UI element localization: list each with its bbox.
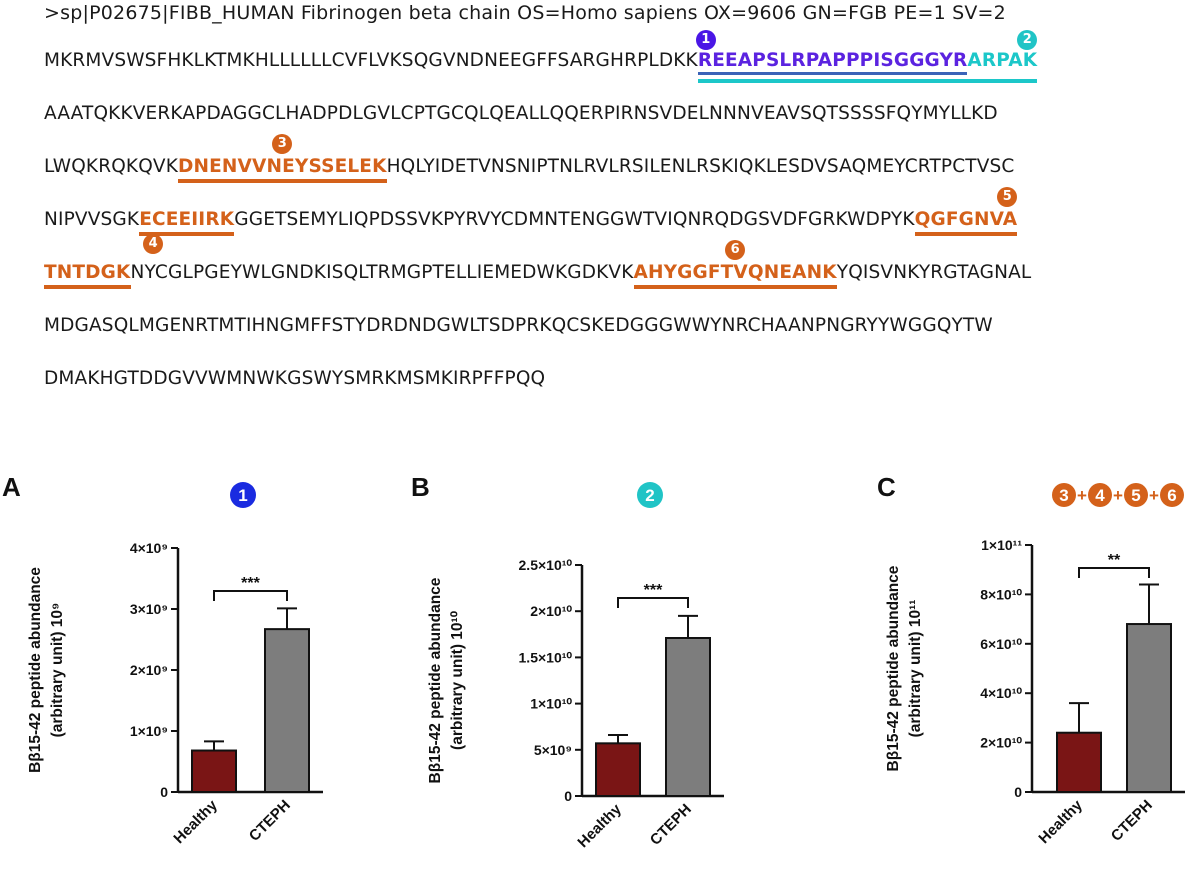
panel-c-category-label: CTEPH bbox=[1108, 797, 1156, 845]
highlighted-peptide: ARPAK bbox=[967, 50, 1038, 71]
panel-c-y-tick-label: 8×10¹⁰ bbox=[980, 586, 1022, 602]
panel-b-y-tick-label: 2×10¹⁰ bbox=[530, 603, 572, 619]
panel-b-y-tick-label: 1×10¹⁰ bbox=[530, 696, 572, 712]
sequence-text: GGETSEMYLIQPDSSVKPYRVYCDMNTENGGWTVIQNRQD… bbox=[234, 209, 915, 230]
sequence-text: NYCGLPGEYWLGNDKISQLTRMGPTELLIEMEDWKGDKVK bbox=[130, 262, 634, 283]
sequence-text: MDGASQLMGENRTMTIHNGMFFSTYDRDNDGWLTSDPRKQ… bbox=[44, 315, 993, 336]
panel-b-y-axis-label-line1: Bβ15-42 peptide abundance bbox=[427, 577, 444, 783]
sequence-text: YQISVNKYRGTAGNAL bbox=[836, 262, 1032, 283]
panel-c-letter: C bbox=[877, 472, 896, 502]
sequence-text: MKRMVSWSFHKLKTMKHLLLLLLCVFLVKSQGVNDNEEGF… bbox=[44, 50, 698, 71]
panel-c-heading-marker-5 bbox=[1124, 483, 1148, 507]
sequence-line: MDGASQLMGENRTMTIHNGMFFSTYDRDNDGWLTSDPRKQ… bbox=[44, 315, 993, 336]
panel-c-category-label: Healthy bbox=[1035, 796, 1086, 847]
panel-c-heading-marker-4 bbox=[1088, 483, 1112, 507]
panel-a-category-label: CTEPH bbox=[246, 797, 294, 845]
panel-c-bar-cteph bbox=[1126, 623, 1172, 793]
highlighted-peptide: TNTDGK bbox=[44, 262, 131, 283]
panel-c-significance-bracket bbox=[1078, 567, 1150, 578]
panel-b-significance-label: *** bbox=[644, 582, 663, 599]
peptide-underline bbox=[44, 285, 131, 289]
panel-b-y-tick-label: 0 bbox=[564, 788, 572, 804]
panel-a-heading-marker bbox=[230, 482, 256, 508]
panel-c-y-axis-label-line1: Bβ15-42 peptide abundance bbox=[885, 565, 902, 771]
sequence-line: AAATQKKVERKAPDAGGCLHADPDLGVLCPTGCQLQEALL… bbox=[44, 103, 998, 124]
panel-b-bar-cteph bbox=[665, 636, 711, 797]
sequence-line: NIPVVSGKECEEIIRKGGETSEMYLIQPDSSVKPYRVYCD… bbox=[44, 209, 1017, 230]
peptide-underline bbox=[914, 232, 1018, 236]
panel-c-y-tick-label: 4×10¹⁰ bbox=[980, 685, 1022, 701]
peptide-marker-1: 1 bbox=[695, 30, 716, 50]
sequence-text: HQLYIDETVNSNIPTNLRVLRSILENLRSKIQKLESDVSA… bbox=[386, 156, 1015, 177]
peptide-underline bbox=[697, 72, 968, 75]
highlighted-peptide: AHYGGFTVQNEANK bbox=[633, 262, 837, 283]
panel-a-y-tick-label: 2×10⁹ bbox=[130, 662, 168, 678]
panel-b-category-label: CTEPH bbox=[647, 801, 695, 849]
panel-b-category-label: Healthy bbox=[574, 800, 625, 851]
peptide-marker-5: 5 bbox=[997, 187, 1018, 207]
sequence-text: AAATQKKVERKAPDAGGCLHADPDLGVLCPTGCQLQEALL… bbox=[44, 103, 998, 124]
panel-b-bar-healthy bbox=[595, 742, 641, 797]
peptide-marker-2: 2 bbox=[1017, 30, 1038, 50]
panel-c-y-tick-label: 2×10¹⁰ bbox=[980, 735, 1022, 751]
panel-a-y-tick-label: 0 bbox=[160, 784, 168, 800]
panel-a-y-tick-label: 3×10⁹ bbox=[130, 601, 168, 617]
peptide-underline bbox=[697, 79, 1038, 83]
sequence-line: DMAKHGTDDGVVWMNWKGSWYSMRKMSMKIRPFFPQQ bbox=[44, 368, 545, 389]
sequence-header: >sp|P02675|FIBB_HUMAN Fibrinogen beta ch… bbox=[44, 2, 1006, 24]
panel-b-y-tick-label: 1.5×10¹⁰ bbox=[519, 649, 573, 665]
panel-a-y-axis-label-line1: Bβ15-42 peptide abundance bbox=[27, 567, 44, 773]
panel-b-heading-marker bbox=[637, 482, 663, 508]
peptide-underline bbox=[178, 179, 387, 183]
panel-a-y-tick-label: 4×10⁹ bbox=[130, 540, 168, 556]
panel-b-y-axis-label-line2: (arbitrary unit) 10¹⁰ bbox=[449, 610, 466, 750]
panel-c-bar-healthy bbox=[1056, 731, 1102, 793]
panel-a-letter: A bbox=[2, 472, 21, 502]
panel-a-significance-label: *** bbox=[241, 575, 260, 592]
highlighted-peptide: REEAPSLRPAPPPISGGGYR bbox=[697, 50, 968, 71]
panel-c-heading-marker-6-label: 6 bbox=[1167, 486, 1176, 505]
panel-b-heading-marker-label: 2 bbox=[645, 486, 654, 505]
peptide-marker-3: 3 bbox=[272, 134, 293, 154]
panel-c-y-tick-label: 1×10¹¹ bbox=[981, 537, 1022, 553]
panel-b-significance-bracket bbox=[617, 597, 689, 608]
sequence-line: LWQKRQKQVKDNENVVNEYSSELEKHQLYIDETVNSNIPT… bbox=[44, 156, 1015, 177]
sequence-text: NIPVVSGK bbox=[44, 209, 140, 230]
panel-c-heading-plus: + bbox=[1113, 486, 1123, 505]
panel-c-heading-marker-5-label: 5 bbox=[1131, 486, 1140, 505]
panel-c-y-axis-label-line2: (arbitrary unit) 10¹¹ bbox=[907, 600, 924, 738]
panel-c-heading-marker-3-label: 3 bbox=[1059, 486, 1068, 505]
peptide-underline bbox=[633, 285, 837, 289]
sequence-text: LWQKRQKQVK bbox=[44, 156, 178, 177]
panel-c-y-tick-label: 0 bbox=[1014, 784, 1022, 800]
sequence-line: MKRMVSWSFHKLKTMKHLLLLLLCVFLVKSQGVNDNEEGF… bbox=[44, 50, 1037, 71]
highlighted-peptide: QGFGNVA bbox=[914, 209, 1018, 230]
panel-a-y-tick-label: 1×10⁹ bbox=[130, 723, 168, 739]
panel-b-letter: B bbox=[411, 472, 430, 502]
panel-a-bar-cteph bbox=[264, 628, 310, 793]
panel-c-significance-label: ** bbox=[1108, 552, 1121, 569]
panel-c-y-tick-label: 6×10¹⁰ bbox=[980, 636, 1022, 652]
panel-c-heading-marker-6 bbox=[1160, 483, 1184, 507]
panel-b-y-tick-label: 5×10⁹ bbox=[534, 742, 572, 758]
highlighted-peptide: DNENVVNEYSSELEK bbox=[178, 156, 387, 177]
panel-c-heading-marker-4-label: 4 bbox=[1095, 486, 1105, 505]
panel-b-y-tick-label: 2.5×10¹⁰ bbox=[519, 557, 573, 573]
panel-a-significance-bracket bbox=[213, 590, 288, 601]
panel-a-y-axis-label-line2: (arbitrary unit) 10⁹ bbox=[49, 603, 66, 738]
peptide-underline bbox=[139, 232, 235, 236]
panel-c-heading-marker-3 bbox=[1052, 483, 1076, 507]
peptide-marker-4: 4 bbox=[143, 234, 164, 254]
highlighted-peptide: ECEEIIRK bbox=[139, 209, 235, 230]
sequence-text: DMAKHGTDDGVVWMNWKGSWYSMRKMSMKIRPFFPQQ bbox=[44, 368, 546, 389]
panel-a-bar-healthy bbox=[191, 749, 237, 794]
panel-a-heading-marker-label: 1 bbox=[238, 486, 247, 505]
panel-c-heading-plus: + bbox=[1077, 486, 1087, 505]
panel-c-heading-plus: + bbox=[1149, 486, 1159, 505]
peptide-marker-6: 6 bbox=[725, 240, 746, 260]
sequence-line: TNTDGKNYCGLPGEYWLGNDKISQLTRMGPTELLIEMEDW… bbox=[44, 262, 1031, 283]
panel-a-category-label: Healthy bbox=[170, 796, 221, 847]
